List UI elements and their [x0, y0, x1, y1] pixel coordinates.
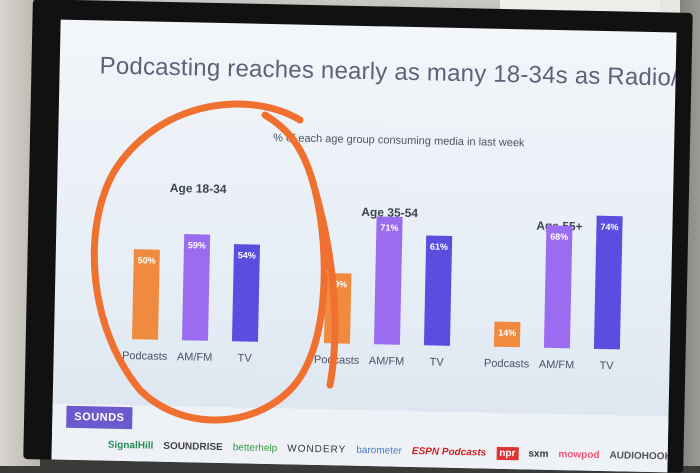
projected-slide: Podcasting reaches nearly as many 18-34s… — [51, 19, 677, 473]
category-label-0-2: TV — [237, 352, 252, 364]
data-label-0-1: 59% — [188, 240, 206, 250]
bar-2-1 — [543, 225, 573, 349]
data-label-2-2: 74% — [600, 222, 618, 232]
data-label-0-0: 50% — [138, 255, 156, 265]
category-label-2-1: AM/FM — [539, 359, 575, 372]
group-label-1: Age 35-54 — [361, 205, 418, 220]
bar-2-0 — [493, 321, 521, 348]
category-label-0-1: AM/FM — [177, 351, 213, 364]
sponsor-logo-wondery: WONDERY — [287, 442, 347, 456]
data-label-0-2: 54% — [238, 250, 256, 260]
bar-1-2 — [423, 235, 453, 346]
sponsor-logo-soundrise: SOUNDRISE — [163, 440, 223, 453]
sponsor-logo-audiohook: AUDIOHOOK — [609, 449, 672, 462]
data-label-1-1: 71% — [380, 223, 398, 233]
category-label-2-2: TV — [599, 360, 614, 372]
sponsor-logo-sxm: sxm — [528, 447, 549, 460]
category-label-1-2: TV — [429, 356, 444, 368]
data-label-2-0: 14% — [498, 328, 516, 338]
sponsor-logo-barometer: barometer — [356, 444, 402, 457]
category-label-2-0: Podcasts — [484, 358, 530, 371]
sponsor-logo-signalhill: SignalHill — [107, 439, 154, 452]
sounds-profitable-badge: SOUNDS — [66, 405, 133, 430]
category-label-0-0: Podcasts — [122, 350, 168, 363]
data-label-1-2: 61% — [430, 242, 448, 252]
bar-chart: Age 18-34 50% Podcasts 59% AM/FM 54% TV Age 35-… — [122, 181, 623, 372]
sponsor-logo-npr: npr — [496, 446, 519, 460]
data-label-2-1: 68% — [550, 231, 568, 241]
bar-1-1 — [373, 216, 403, 345]
data-label-1-0: 39% — [329, 279, 347, 289]
sponsor-logo-mowpod: mowpod — [558, 448, 600, 461]
category-label-1-1: AM/FM — [369, 355, 405, 368]
sponsor-logo-betterhelp: betterhelp — [232, 441, 278, 454]
group-label-0: Age 18-34 — [170, 181, 227, 196]
bar-2-2 — [593, 215, 623, 350]
sponsor-logo-espn-podcasts: ESPN Podcasts — [411, 445, 487, 459]
category-label-1-0: Podcasts — [314, 354, 360, 367]
